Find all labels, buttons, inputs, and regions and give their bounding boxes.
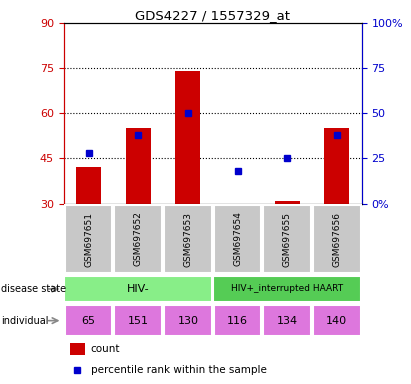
- Title: GDS4227 / 1557329_at: GDS4227 / 1557329_at: [135, 9, 290, 22]
- Bar: [275, 200, 300, 204]
- Bar: [324, 128, 349, 204]
- Bar: [263, 305, 311, 336]
- Bar: [263, 205, 311, 273]
- Text: GSM697654: GSM697654: [233, 212, 242, 266]
- Bar: [114, 205, 162, 273]
- Text: 65: 65: [81, 316, 95, 326]
- Text: HIV-: HIV-: [127, 284, 150, 294]
- Text: 151: 151: [128, 316, 149, 326]
- Text: GSM697655: GSM697655: [283, 212, 292, 266]
- Bar: [64, 276, 212, 302]
- Bar: [313, 205, 361, 273]
- Text: individual: individual: [1, 316, 48, 326]
- Bar: [65, 305, 112, 336]
- Text: disease state: disease state: [1, 284, 66, 294]
- Text: 116: 116: [227, 316, 248, 326]
- Bar: [214, 205, 261, 273]
- Bar: [126, 128, 150, 204]
- Text: 140: 140: [326, 316, 347, 326]
- Text: GSM697656: GSM697656: [332, 212, 342, 266]
- Bar: [313, 305, 361, 336]
- Bar: [164, 205, 212, 273]
- Bar: [164, 305, 212, 336]
- Text: GSM697653: GSM697653: [183, 212, 192, 266]
- Text: count: count: [90, 344, 120, 354]
- Bar: [76, 167, 101, 204]
- Text: 130: 130: [178, 316, 199, 326]
- Bar: [114, 305, 162, 336]
- Text: GSM697652: GSM697652: [134, 212, 143, 266]
- Bar: [65, 205, 112, 273]
- Bar: [69, 343, 85, 355]
- Text: GSM697651: GSM697651: [84, 212, 93, 266]
- Text: percentile rank within the sample: percentile rank within the sample: [90, 364, 266, 375]
- Text: 134: 134: [277, 316, 298, 326]
- Text: HIV+_interrupted HAART: HIV+_interrupted HAART: [231, 285, 343, 293]
- Bar: [214, 305, 261, 336]
- Bar: [175, 71, 200, 204]
- Bar: [213, 276, 361, 302]
